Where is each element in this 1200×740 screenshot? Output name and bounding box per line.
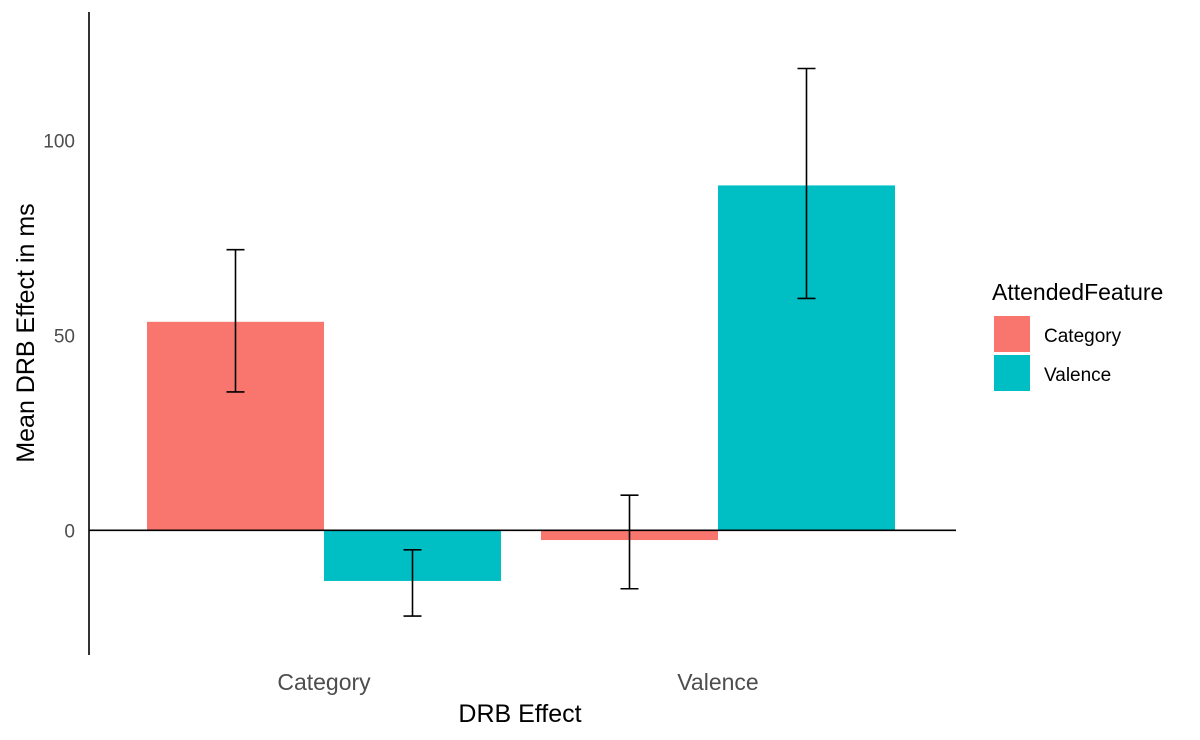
x-tick-label: Category [277, 669, 371, 695]
y-tick-label: 0 [64, 521, 75, 542]
legend: AttendedFeature Category Valence [992, 279, 1163, 391]
bars-layer [147, 185, 895, 581]
y-tick-label: 50 [54, 326, 75, 347]
error-bars-layer [226, 67, 816, 617]
y-axis-title: Mean DRB Effect in ms [12, 203, 40, 462]
y-tick-label: 100 [43, 132, 75, 153]
legend-swatch-valence [994, 355, 1030, 391]
y-tick-labels: 0 50 100 [43, 132, 75, 543]
error-bar-category-valence [403, 548, 422, 617]
legend-swatch-category [994, 316, 1030, 352]
x-tick-labels: Category Valence [277, 669, 758, 695]
legend-label-category: Category [1044, 326, 1122, 347]
error-bar-category-category [226, 248, 245, 393]
error-bar-valence-valence [797, 67, 816, 300]
legend-label-valence: Valence [1044, 365, 1111, 386]
x-axis-title: DRB Effect [458, 700, 581, 728]
x-tick-label: Valence [677, 669, 758, 695]
error-bar-valence-category [620, 494, 639, 590]
legend-title: AttendedFeature [992, 279, 1163, 305]
